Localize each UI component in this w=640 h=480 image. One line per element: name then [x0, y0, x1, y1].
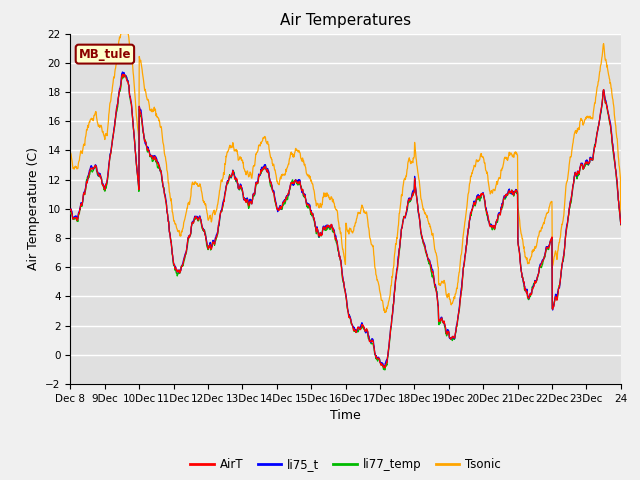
Title: Air Temperatures: Air Temperatures: [280, 13, 411, 28]
Text: MB_tule: MB_tule: [79, 48, 131, 60]
Y-axis label: Air Temperature (C): Air Temperature (C): [27, 147, 40, 270]
X-axis label: Time: Time: [330, 409, 361, 422]
Legend: AirT, li75_t, li77_temp, Tsonic: AirT, li75_t, li77_temp, Tsonic: [186, 454, 506, 476]
